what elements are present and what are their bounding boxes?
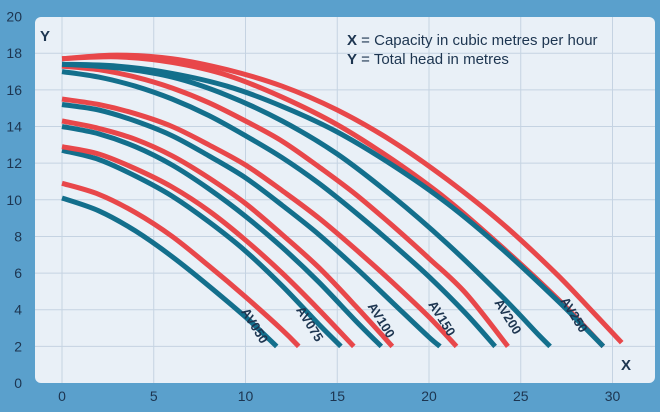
y-tick-label: 8 — [14, 228, 22, 244]
av150-curve-blue-1 — [61, 102, 442, 349]
x-tick-label: 30 — [605, 388, 621, 404]
av050-curve-red-2 — [61, 180, 301, 349]
y-tick-label: 4 — [14, 302, 22, 318]
av100-curve-blue-1 — [61, 124, 384, 349]
x-tick-label: 5 — [150, 388, 158, 404]
y-tick-label: 2 — [14, 338, 22, 354]
legend-key-x: X — [347, 32, 357, 49]
legend: X = Capacity in cubic metres per hour Y … — [347, 32, 598, 68]
y-axis-letter: Y — [40, 28, 50, 45]
legend-key-y: Y — [347, 51, 357, 68]
legend-text-x: = Capacity in cubic metres per hour — [357, 32, 598, 49]
legend-line-y: Y = Total head in metres — [347, 51, 509, 68]
x-tick-label: 0 — [58, 388, 66, 404]
av200-curve-blue-1 — [61, 69, 497, 349]
av150-curve-red-2 — [61, 96, 459, 349]
av050-curve-blue-1 — [61, 195, 279, 349]
av250-curve-blue-1 — [61, 61, 552, 349]
y-tick-labels: 0 2 4 6 8 10 12 14 16 18 20 — [6, 9, 22, 391]
y-tick-label: 0 — [14, 375, 22, 391]
av075-curve-blue-1 — [61, 147, 343, 349]
y-tick-label: 20 — [6, 9, 22, 25]
legend-line-x: X = Capacity in cubic metres per hour — [347, 32, 598, 49]
x-tick-labels: 0 5 10 15 20 25 30 — [58, 388, 620, 404]
av200-curve-red-2 — [61, 63, 510, 348]
av100-curve-red-2 — [61, 118, 395, 349]
y-tick-label: 16 — [6, 82, 22, 98]
curves — [61, 52, 624, 349]
x-tick-label: 25 — [513, 388, 529, 404]
x-tick-label: 10 — [238, 388, 254, 404]
av075-curve-red-2 — [61, 144, 356, 349]
y-tick-label: 12 — [6, 155, 22, 171]
y-tick-label: 6 — [14, 265, 22, 281]
y-tick-label: 18 — [6, 45, 22, 61]
x-axis-letter: X — [621, 357, 631, 374]
x-tick-label: 20 — [421, 388, 437, 404]
av250-curve-blue-3 — [61, 61, 606, 349]
y-tick-label: 14 — [6, 119, 22, 135]
y-tick-label: 10 — [6, 192, 22, 208]
av250-curve-red-4 — [61, 52, 624, 345]
legend-text-y: = Total head in metres — [357, 51, 509, 68]
x-tick-label: 15 — [329, 388, 345, 404]
